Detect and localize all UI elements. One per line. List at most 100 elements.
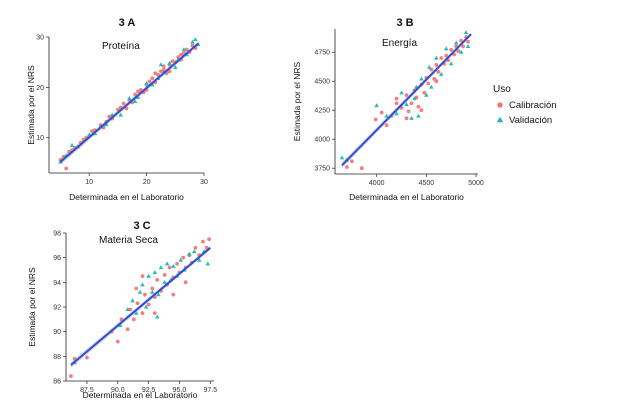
point-validacion (404, 102, 409, 106)
y-tick-label: 4250 (314, 108, 330, 115)
y-tick-label: 20 (36, 85, 44, 92)
point-validacion (409, 115, 414, 120)
point-calibracion (439, 56, 444, 60)
point-calibracion (107, 114, 112, 119)
point-validacion (150, 82, 155, 87)
y-tick-label: 4750 (314, 50, 330, 57)
point-calibracion (461, 44, 466, 49)
point-calibracion (201, 239, 205, 244)
point-validacion (158, 265, 164, 270)
point-validacion (69, 142, 75, 147)
x-tick-label: 10 (85, 179, 93, 186)
point-calibracion (444, 53, 449, 58)
y-axis-title: Estimada por el NRS (26, 65, 36, 145)
point-calibracion (134, 286, 139, 291)
point-calibracion (459, 38, 464, 43)
point-calibracion (161, 64, 166, 69)
y-axis-title: Estimada por el NRS (292, 61, 302, 141)
x-tick-label: 95.0 (173, 387, 187, 394)
point-validacion (134, 310, 139, 315)
point-validacion (384, 113, 389, 118)
x-tick-label: 30 (200, 179, 208, 186)
point-validacion (412, 96, 417, 101)
point-calibracion (359, 166, 364, 171)
point-calibracion (161, 67, 166, 72)
point-calibracion (167, 265, 172, 270)
legend-label-validacion: Validación (509, 115, 552, 126)
point-calibracion (72, 356, 77, 361)
point-calibracion (146, 302, 151, 307)
point-validacion (181, 47, 187, 52)
y-tick-label: 4500 (314, 79, 330, 86)
point-calibracion (466, 39, 470, 44)
y-tick-label: 4000 (314, 137, 330, 144)
point-validacion (146, 273, 151, 278)
point-validacion (193, 37, 198, 42)
point-validacion (394, 111, 399, 116)
point-calibracion (119, 317, 124, 322)
point-validacion (167, 60, 172, 65)
point-calibracion (419, 108, 424, 113)
point-calibracion (409, 101, 414, 106)
point-validacion (118, 112, 124, 117)
point-validacion (465, 44, 471, 48)
point-calibracion (373, 117, 378, 122)
point-calibracion (64, 166, 69, 171)
point-validacion (196, 257, 202, 262)
point-calibracion (135, 301, 140, 306)
legend-title: Uso (493, 84, 511, 95)
point-calibracion (140, 311, 145, 316)
legend: Uso Calibración Validación (493, 84, 557, 126)
point-calibracion (69, 374, 73, 378)
point-validacion (172, 64, 178, 69)
x-tick-label: 97.5 (203, 387, 217, 394)
point-validacion (164, 261, 170, 266)
point-validacion (433, 55, 439, 60)
point-calibracion (156, 72, 160, 77)
point-calibracion (416, 104, 421, 109)
panel-label: 3 C (133, 220, 150, 232)
point-validacion (416, 113, 421, 118)
point-validacion (191, 249, 197, 254)
y-tick-label: 3750 (314, 166, 330, 173)
legend-marker-validacion (496, 116, 504, 123)
point-validacion (427, 64, 432, 69)
point-validacion (438, 71, 444, 76)
regression-line (59, 42, 199, 163)
point-calibracion (121, 101, 126, 106)
point-calibracion (124, 106, 129, 111)
point-validacion (424, 92, 429, 97)
x-tick-label: 92.5 (142, 387, 156, 394)
point-calibracion (384, 123, 389, 128)
y-tick-label: 90 (53, 329, 61, 336)
chart-title: Proteína (102, 41, 140, 52)
point-calibracion (152, 311, 157, 316)
point-calibracion (171, 292, 176, 297)
legend-label-calibracion: Calibración (509, 100, 557, 111)
point-calibracion (422, 90, 427, 95)
x-axis-title: Determinada en el Laboratorio (83, 390, 198, 400)
point-calibracion (153, 71, 158, 76)
point-calibracion (193, 245, 198, 250)
point-validacion (117, 323, 123, 328)
point-calibracion (394, 101, 399, 106)
point-calibracion (207, 237, 211, 242)
point-validacion (419, 76, 424, 81)
point-validacion (190, 39, 195, 44)
point-validacion (152, 270, 158, 275)
point-validacion (443, 46, 449, 51)
panel-label: 3 B (396, 17, 413, 29)
point-calibracion (394, 96, 399, 101)
point-calibracion (155, 277, 160, 282)
point-validacion (171, 263, 176, 268)
point-calibracion (159, 69, 163, 74)
point-validacion (140, 282, 145, 287)
point-calibracion (136, 89, 140, 94)
point-validacion (154, 314, 160, 319)
point-calibracion (434, 63, 439, 67)
y-tick-label: 92 (53, 305, 61, 312)
point-validacion (127, 96, 132, 101)
point-validacion (453, 40, 459, 45)
x-axis-title: Determinada en el Laboratorio (69, 192, 184, 202)
